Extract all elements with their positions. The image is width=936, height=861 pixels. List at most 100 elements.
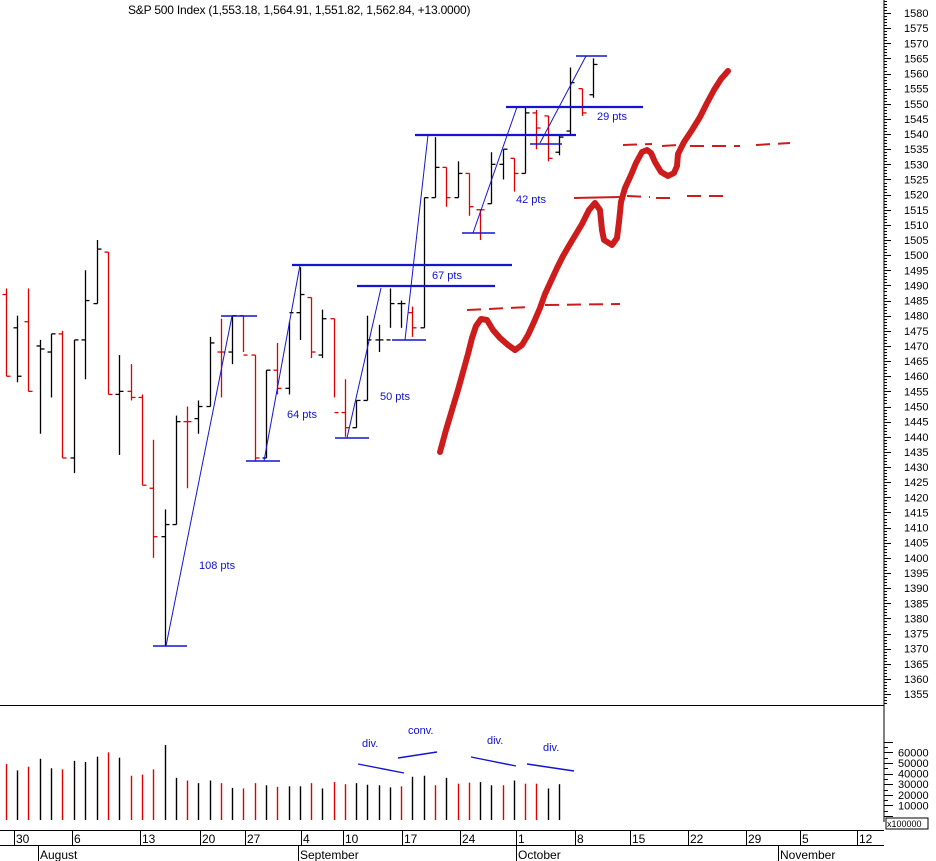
ohlc-bar bbox=[183, 406, 192, 489]
volume-tick-label: 20000 bbox=[898, 790, 929, 802]
price-tick-label: 1475 bbox=[904, 326, 928, 338]
ohlc-bar bbox=[454, 161, 463, 199]
price-tick-label: 1515 bbox=[904, 205, 928, 217]
price-tick-label: 1570 bbox=[904, 38, 928, 50]
price-tick-label: 1355 bbox=[904, 689, 928, 701]
price-tick-label: 1410 bbox=[904, 523, 928, 535]
price-tick-label: 1510 bbox=[904, 220, 928, 232]
price-tick-label: 1460 bbox=[904, 371, 928, 383]
ohlc-bar bbox=[352, 399, 361, 429]
price-tick-label: 1415 bbox=[904, 507, 928, 519]
ohlc-bar bbox=[465, 172, 474, 216]
volume-unit-box bbox=[885, 817, 929, 830]
ohlc-bar bbox=[13, 315, 22, 383]
move-size-label: 29 pts bbox=[597, 111, 627, 123]
price-tick-label: 1500 bbox=[904, 250, 928, 262]
volume-tick-label: 40000 bbox=[898, 769, 929, 781]
ohlc-bar bbox=[476, 209, 485, 241]
ohlc-bar bbox=[138, 394, 147, 486]
move-size-label: 67 pts bbox=[432, 270, 462, 282]
price-tick-label: 1545 bbox=[904, 114, 928, 126]
volume-annotations: div. conv. div. div. bbox=[357, 725, 575, 774]
ohlc-bar bbox=[24, 288, 33, 393]
volume-divergence-label: conv. bbox=[408, 725, 433, 737]
ohlc-bar bbox=[228, 315, 237, 365]
price-tick-label: 1565 bbox=[904, 53, 928, 65]
price-tick-label: 1575 bbox=[904, 23, 928, 35]
price-tick-label: 1370 bbox=[904, 644, 928, 656]
ohlc-bar bbox=[487, 152, 496, 205]
month-label: September bbox=[300, 848, 359, 861]
price-tick-label: 1440 bbox=[904, 432, 928, 444]
volume-tick-label: 50000 bbox=[898, 758, 929, 770]
ohlc-bar bbox=[2, 288, 11, 377]
price-tick-label: 1550 bbox=[904, 99, 928, 111]
price-tick-label: 1580 bbox=[904, 8, 928, 20]
volume-tick-label: 10000 bbox=[898, 800, 929, 812]
ohlc-bar bbox=[149, 439, 158, 558]
price-axis: 1355 1360 1365 1370 1375 1380 1385 1390 1395 1400… bbox=[0, 0, 928, 706]
month-label: August bbox=[40, 848, 78, 861]
price-tick-label: 1530 bbox=[904, 159, 928, 171]
date-axis: 30 6 13 20 27 4 10 17 24 1 8 15 22 29 5 12 August Septemb… bbox=[0, 830, 884, 861]
price-tick-label: 1455 bbox=[904, 386, 928, 398]
price-tick-label: 1540 bbox=[904, 129, 928, 141]
price-tick-label: 1405 bbox=[904, 538, 928, 550]
ohlc-bar bbox=[386, 288, 395, 341]
day-tick-label: 22 bbox=[690, 832, 704, 846]
trend-annotations: 108 pts 64 pts 50 pts 67 pts 42 pts 29 pts bbox=[153, 55, 643, 647]
ohlc-bar bbox=[341, 379, 350, 437]
day-tick-label: 27 bbox=[247, 832, 261, 846]
price-tick-label: 1495 bbox=[904, 265, 928, 277]
day-tick-label: 12 bbox=[859, 832, 873, 846]
price-tick-label: 1480 bbox=[904, 311, 928, 323]
ohlc-bar bbox=[532, 109, 541, 150]
volume-tick-label: 30000 bbox=[898, 779, 929, 791]
price-tick-label: 1445 bbox=[904, 417, 928, 429]
ohlc-bar bbox=[161, 509, 170, 646]
price-tick-label: 1395 bbox=[904, 568, 928, 580]
price-tick-label: 1490 bbox=[904, 280, 928, 292]
ohlc-bar bbox=[442, 166, 451, 207]
day-tick-label: 1 bbox=[518, 832, 525, 846]
hand-drawn-projection bbox=[437, 68, 791, 455]
ohlc-bar bbox=[239, 315, 248, 356]
ohlc-bar bbox=[172, 415, 181, 526]
volume-divergence-label: div. bbox=[543, 742, 559, 754]
ohlc-bar bbox=[251, 354, 260, 461]
price-tick-label: 1535 bbox=[904, 144, 928, 156]
svg-text:x100000: x100000 bbox=[887, 819, 922, 829]
day-tick-label: 20 bbox=[202, 832, 216, 846]
price-tick-label: 1525 bbox=[904, 174, 928, 186]
price-tick-label: 1560 bbox=[904, 69, 928, 81]
volume-bars bbox=[5, 744, 561, 820]
price-tick-label: 1430 bbox=[904, 462, 928, 474]
day-tick-label: 30 bbox=[16, 832, 30, 846]
ohlc-bar bbox=[206, 336, 215, 408]
move-size-label: 50 pts bbox=[380, 391, 410, 403]
day-tick-label: 17 bbox=[404, 832, 418, 846]
ohlc-bar bbox=[217, 318, 226, 398]
volume-divergence-label: div. bbox=[362, 738, 378, 750]
price-tick-label: 1390 bbox=[904, 583, 928, 595]
ohlc-bar bbox=[420, 196, 429, 329]
month-label: October bbox=[518, 848, 561, 861]
price-tick-label: 1365 bbox=[904, 659, 928, 671]
move-size-label: 108 pts bbox=[199, 560, 236, 572]
ohlc-bar bbox=[375, 324, 384, 353]
day-tick-label: 29 bbox=[748, 832, 762, 846]
volume-divergence-label: div. bbox=[487, 735, 503, 747]
day-tick-label: 10 bbox=[345, 832, 359, 846]
ohlc-bar bbox=[566, 67, 575, 135]
day-tick-label: 4 bbox=[303, 832, 310, 846]
day-tick-label: 24 bbox=[462, 832, 476, 846]
ohlc-bar bbox=[127, 364, 136, 401]
price-tick-label: 1420 bbox=[904, 492, 928, 504]
price-tick-label: 1385 bbox=[904, 598, 928, 610]
price-tick-label: 1465 bbox=[904, 356, 928, 368]
chart-title: S&P 500 Index (1,553.18, 1,564.91, 1,551… bbox=[128, 3, 471, 17]
ohlc-bar bbox=[296, 267, 305, 340]
ohlc-bar bbox=[578, 88, 587, 116]
day-tick-label: 8 bbox=[577, 832, 584, 846]
